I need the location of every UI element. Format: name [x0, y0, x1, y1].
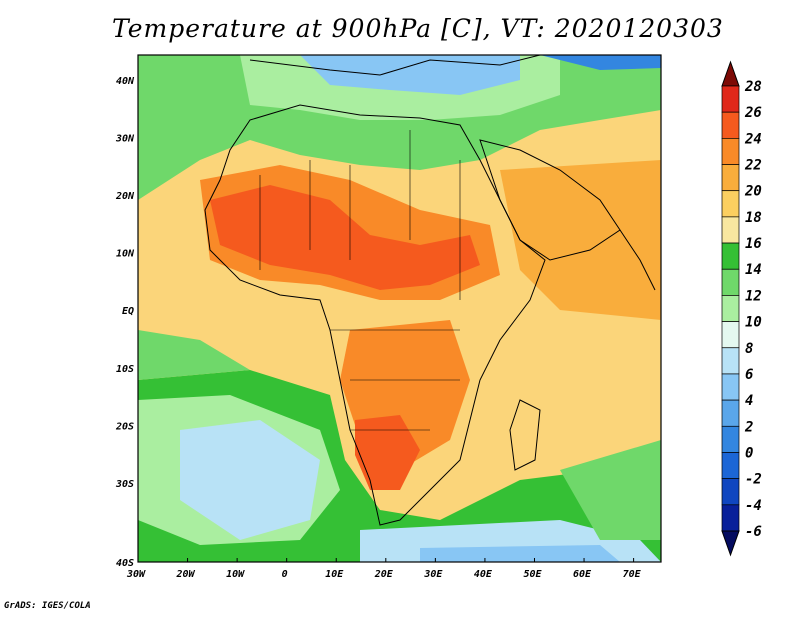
latitude-tick-labels: 40N 30N 20N 10N EQ 10S 20S 30S 40S — [115, 76, 135, 569]
colorbar-label: 24 — [744, 131, 762, 147]
field-cold-south — [180, 420, 320, 540]
lon-tick-label: 40E — [474, 569, 493, 580]
colorbar-box — [721, 138, 740, 165]
field-coldest-south — [420, 545, 620, 562]
lon-tick-label: 20E — [374, 569, 394, 580]
colorbar-label: 10 — [745, 315, 762, 331]
lon-tick-label: 20W — [176, 569, 196, 580]
colorbar-box — [721, 373, 740, 401]
lon-tick-label: 50E — [523, 569, 542, 580]
lat-tick-label: 20N — [115, 191, 135, 202]
field-cold-europe — [300, 55, 520, 95]
lon-tick-label: 30W — [126, 569, 146, 580]
colorbar-label: 16 — [745, 236, 762, 252]
colorbar-bottom-triangle — [721, 530, 740, 557]
field-green-atlantic — [138, 330, 250, 380]
field-hotter-sahel — [210, 185, 480, 290]
colorbar-box — [721, 190, 740, 218]
colorbar-box — [721, 242, 740, 270]
arabia-coastline — [479, 139, 621, 261]
india-coastline — [619, 229, 656, 291]
lat-tick-label: 30S — [115, 479, 134, 490]
colorbar-label: -2 — [745, 472, 762, 488]
europe-coastline — [249, 55, 541, 76]
colorbar — [721, 60, 740, 557]
colorbar-label: 26 — [744, 105, 762, 121]
colorbar-label: 14 — [745, 262, 762, 278]
colorbar-label: 8 — [745, 341, 753, 357]
colorbar-box — [721, 478, 740, 506]
colorbar-box — [721, 399, 740, 427]
colorbar-box — [721, 216, 740, 244]
lon-tick-label: 60E — [573, 569, 592, 580]
lon-tick-label: 30E — [423, 569, 443, 580]
colorbar-box — [721, 111, 740, 139]
madagascar-coastline — [509, 399, 541, 471]
lat-tick-label: 40N — [116, 76, 135, 87]
lon-tick-label: 10E — [325, 569, 344, 580]
lat-tick-label: EQ — [122, 306, 134, 317]
colorbar-top-triangle — [721, 60, 740, 87]
colorbar-label: 4 — [745, 393, 753, 409]
colorbar-box — [721, 164, 740, 192]
colorbar-box — [721, 268, 740, 296]
colorbar-box — [721, 321, 740, 349]
colorbar-label: 20 — [744, 184, 762, 200]
credit-text: GrADS: IGES/COLA — [4, 601, 91, 611]
field-hotter-kalahari — [355, 415, 420, 490]
field-warm-east — [500, 160, 661, 320]
colorbar-box — [721, 347, 740, 375]
coastlines — [204, 55, 656, 526]
plot-frame — [137, 54, 662, 563]
colorbar-label: 2 — [744, 419, 753, 435]
field-cold-north-core — [540, 55, 661, 70]
lat-tick-label: 10S — [116, 364, 134, 375]
lon-tick-label: 0 — [282, 569, 288, 580]
colorbar-label: 28 — [744, 79, 762, 95]
colorbar-label: 22 — [744, 158, 762, 174]
africa-coastline — [204, 104, 546, 526]
longitude-tick-labels: 30W 20W 10W 0 10E 20E 30E 40E 50E 60E 70E — [126, 558, 642, 580]
colorbar-box — [721, 295, 740, 322]
colorbar-label: 0 — [745, 445, 753, 461]
lat-tick-label: 30N — [115, 134, 135, 145]
colorbar-label: 12 — [745, 288, 762, 304]
temperature-field — [138, 55, 661, 562]
lon-tick-label: 10W — [226, 569, 245, 580]
colorbar-box — [721, 85, 740, 113]
colorbar-box — [721, 452, 740, 479]
lat-tick-label: 20S — [115, 421, 134, 432]
colorbar-label: -4 — [745, 498, 762, 514]
colorbar-box — [721, 504, 740, 532]
lat-tick-label: 40S — [116, 558, 134, 569]
colorbar-label: -6 — [745, 524, 762, 540]
colorbar-label: 18 — [745, 210, 762, 226]
lon-tick-label: 70E — [623, 569, 642, 580]
field-green-indian — [560, 440, 661, 540]
chart-title: Temperature at 900hPa [C], VT: 202012030… — [112, 14, 724, 43]
country-borders — [259, 130, 461, 431]
colorbar-box — [721, 425, 740, 453]
colorbar-label: 6 — [745, 367, 753, 383]
lat-tick-label: 10N — [116, 249, 135, 260]
